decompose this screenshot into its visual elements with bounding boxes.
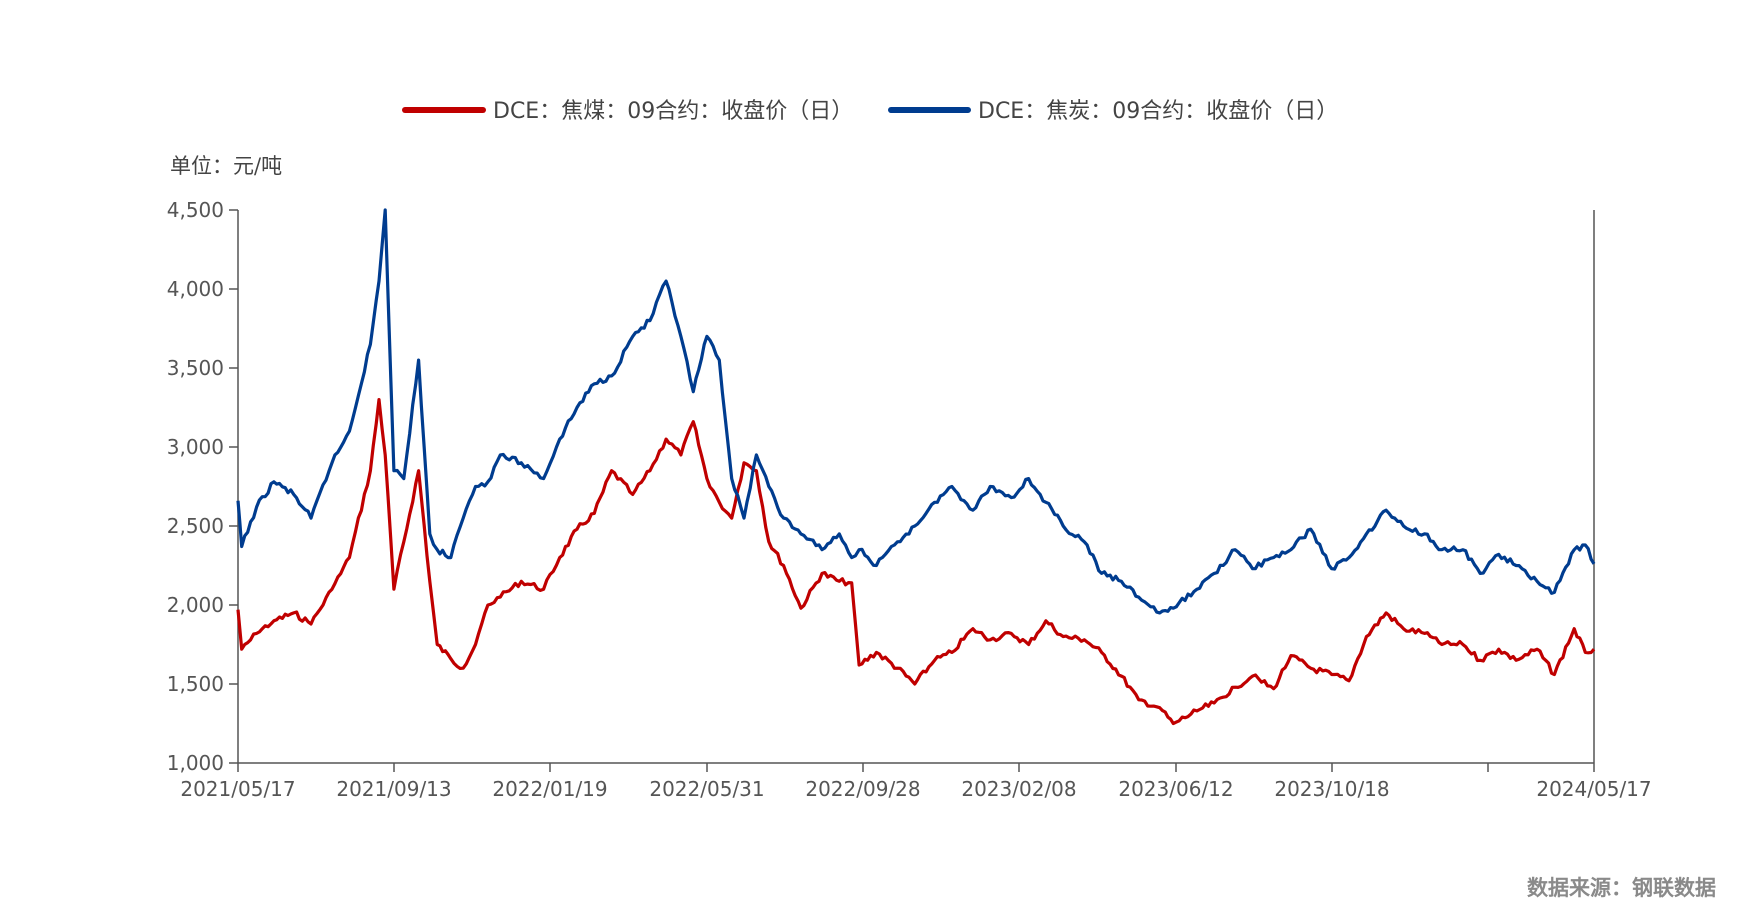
y-tick-label: 3,500	[167, 356, 224, 380]
series-group	[236, 208, 1596, 726]
y-tick-label: 1,000	[167, 751, 224, 775]
x-tick-label: 2021/05/17	[180, 777, 295, 801]
unit-label: 单位：元/吨	[170, 154, 282, 178]
x-tick-label: 2023/02/08	[961, 777, 1076, 801]
y-tick-label: 2,500	[167, 514, 224, 538]
source-label: 数据来源：钢联数据	[1527, 875, 1716, 900]
y-ticks: 1,000 1,500 2,000 2,500 3,000 3,500 4,000 4,500	[167, 198, 238, 775]
x-tick-label: 2022/01/19	[492, 777, 607, 801]
legend-label-coking-coal: DCE：焦煤：09合约：收盘价（日）	[493, 99, 853, 124]
y-tick-label: 4,500	[167, 198, 224, 222]
y-tick-label: 2,000	[167, 593, 224, 617]
x-tick-label: 2023/10/18	[1274, 777, 1389, 801]
x-tick-label: 2022/05/31	[649, 777, 764, 801]
series-line-coking-coal	[236, 398, 1596, 726]
x-tick-label: 2022/09/28	[805, 777, 920, 801]
y-tick-label: 4,000	[167, 277, 224, 301]
legend-label-coke: DCE：焦炭：09合约：收盘价（日）	[978, 99, 1338, 124]
chart-legend: DCE：焦煤：09合约：收盘价（日） DCE：焦炭：09合约：收盘价（日）	[402, 99, 1338, 124]
x-ticks: 2021/05/17 2021/09/13 2022/01/19 2022/05/31…	[180, 763, 1652, 801]
series-line-coke	[236, 208, 1596, 615]
x-tick-label: 2023/06/12	[1118, 777, 1233, 801]
x-tick-label: 2024/05/17	[1536, 777, 1651, 801]
x-tick-label: 2021/09/13	[336, 777, 451, 801]
y-tick-label: 3,000	[167, 435, 224, 459]
y-tick-label: 1,500	[167, 672, 224, 696]
